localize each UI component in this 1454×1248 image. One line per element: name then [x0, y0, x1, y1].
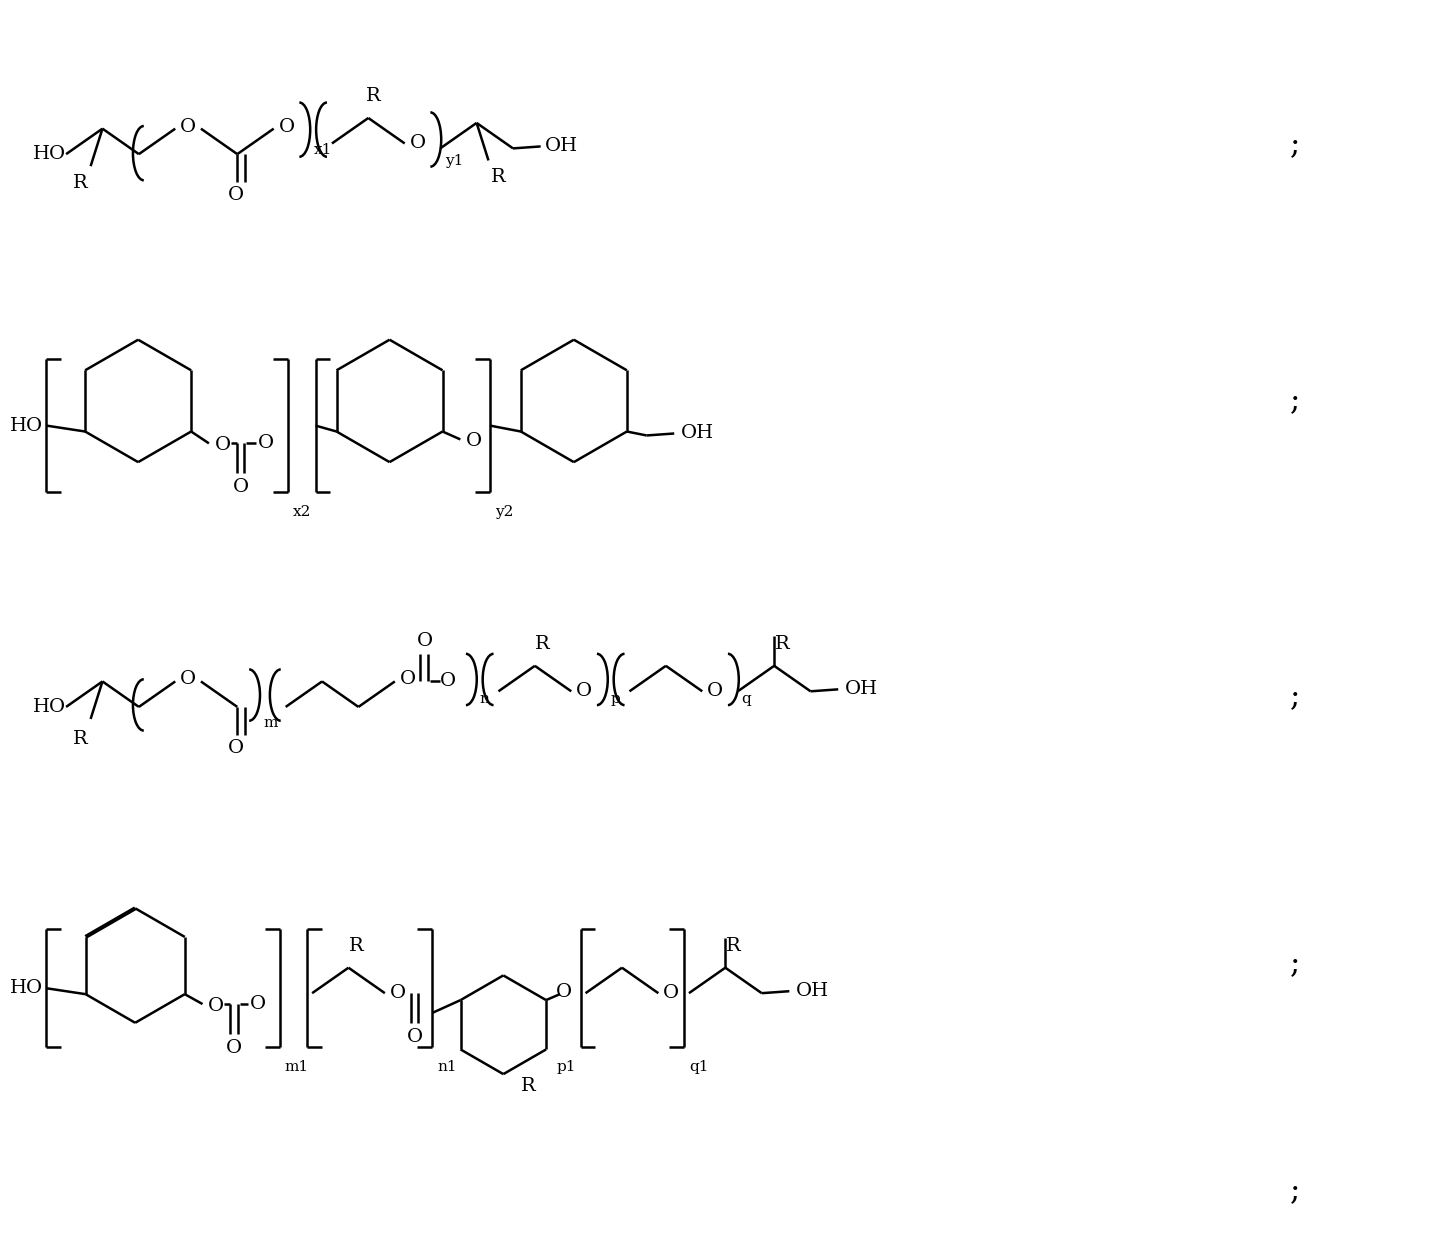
Text: OH: OH	[545, 137, 577, 156]
Text: m: m	[263, 715, 278, 730]
Text: OH: OH	[680, 424, 714, 443]
Text: O: O	[228, 186, 244, 203]
Text: m1: m1	[285, 1061, 308, 1075]
Text: O: O	[576, 683, 592, 700]
Text: x1: x1	[314, 144, 333, 157]
Text: O: O	[400, 670, 416, 689]
Text: O: O	[180, 670, 196, 689]
Text: q: q	[742, 693, 752, 706]
Text: p: p	[611, 693, 621, 706]
Text: O: O	[707, 683, 723, 700]
Text: R: R	[73, 173, 89, 192]
Text: HO: HO	[10, 417, 44, 434]
Text: R: R	[726, 937, 740, 955]
Text: R: R	[73, 730, 89, 748]
Text: ;: ;	[1290, 386, 1300, 417]
Text: O: O	[410, 135, 426, 152]
Text: ;: ;	[1290, 129, 1300, 160]
Text: O: O	[441, 673, 457, 690]
Text: q1: q1	[689, 1061, 708, 1075]
Text: ;: ;	[1290, 1176, 1300, 1206]
Text: O: O	[416, 631, 432, 650]
Text: R: R	[366, 87, 381, 105]
Text: HO: HO	[33, 698, 65, 716]
Text: O: O	[215, 437, 231, 454]
Text: R: R	[775, 635, 790, 653]
Text: O: O	[250, 995, 266, 1013]
Text: O: O	[663, 985, 679, 1002]
Text: y1: y1	[445, 155, 464, 168]
Text: O: O	[180, 117, 196, 136]
Text: R: R	[521, 1077, 535, 1094]
Text: O: O	[279, 117, 295, 136]
Text: y2: y2	[494, 505, 513, 519]
Text: O: O	[390, 985, 406, 1002]
Text: O: O	[407, 1028, 423, 1046]
Text: O: O	[225, 1038, 243, 1057]
Text: OH: OH	[845, 680, 878, 699]
Text: OH: OH	[797, 982, 829, 1000]
Text: R: R	[491, 168, 506, 186]
Text: n1: n1	[438, 1061, 457, 1075]
Text: O: O	[555, 983, 571, 1001]
Text: R: R	[535, 635, 550, 653]
Text: O: O	[259, 434, 275, 452]
Text: ;: ;	[1290, 948, 1300, 980]
Text: HO: HO	[33, 145, 65, 163]
Text: p1: p1	[557, 1061, 576, 1075]
Text: R: R	[349, 937, 364, 955]
Text: HO: HO	[10, 980, 44, 997]
Text: ;: ;	[1290, 681, 1300, 713]
Text: O: O	[228, 739, 244, 756]
Text: O: O	[208, 997, 224, 1015]
Text: x2: x2	[292, 505, 311, 519]
Text: O: O	[467, 432, 483, 451]
Text: n: n	[480, 693, 490, 706]
Text: O: O	[233, 478, 249, 495]
